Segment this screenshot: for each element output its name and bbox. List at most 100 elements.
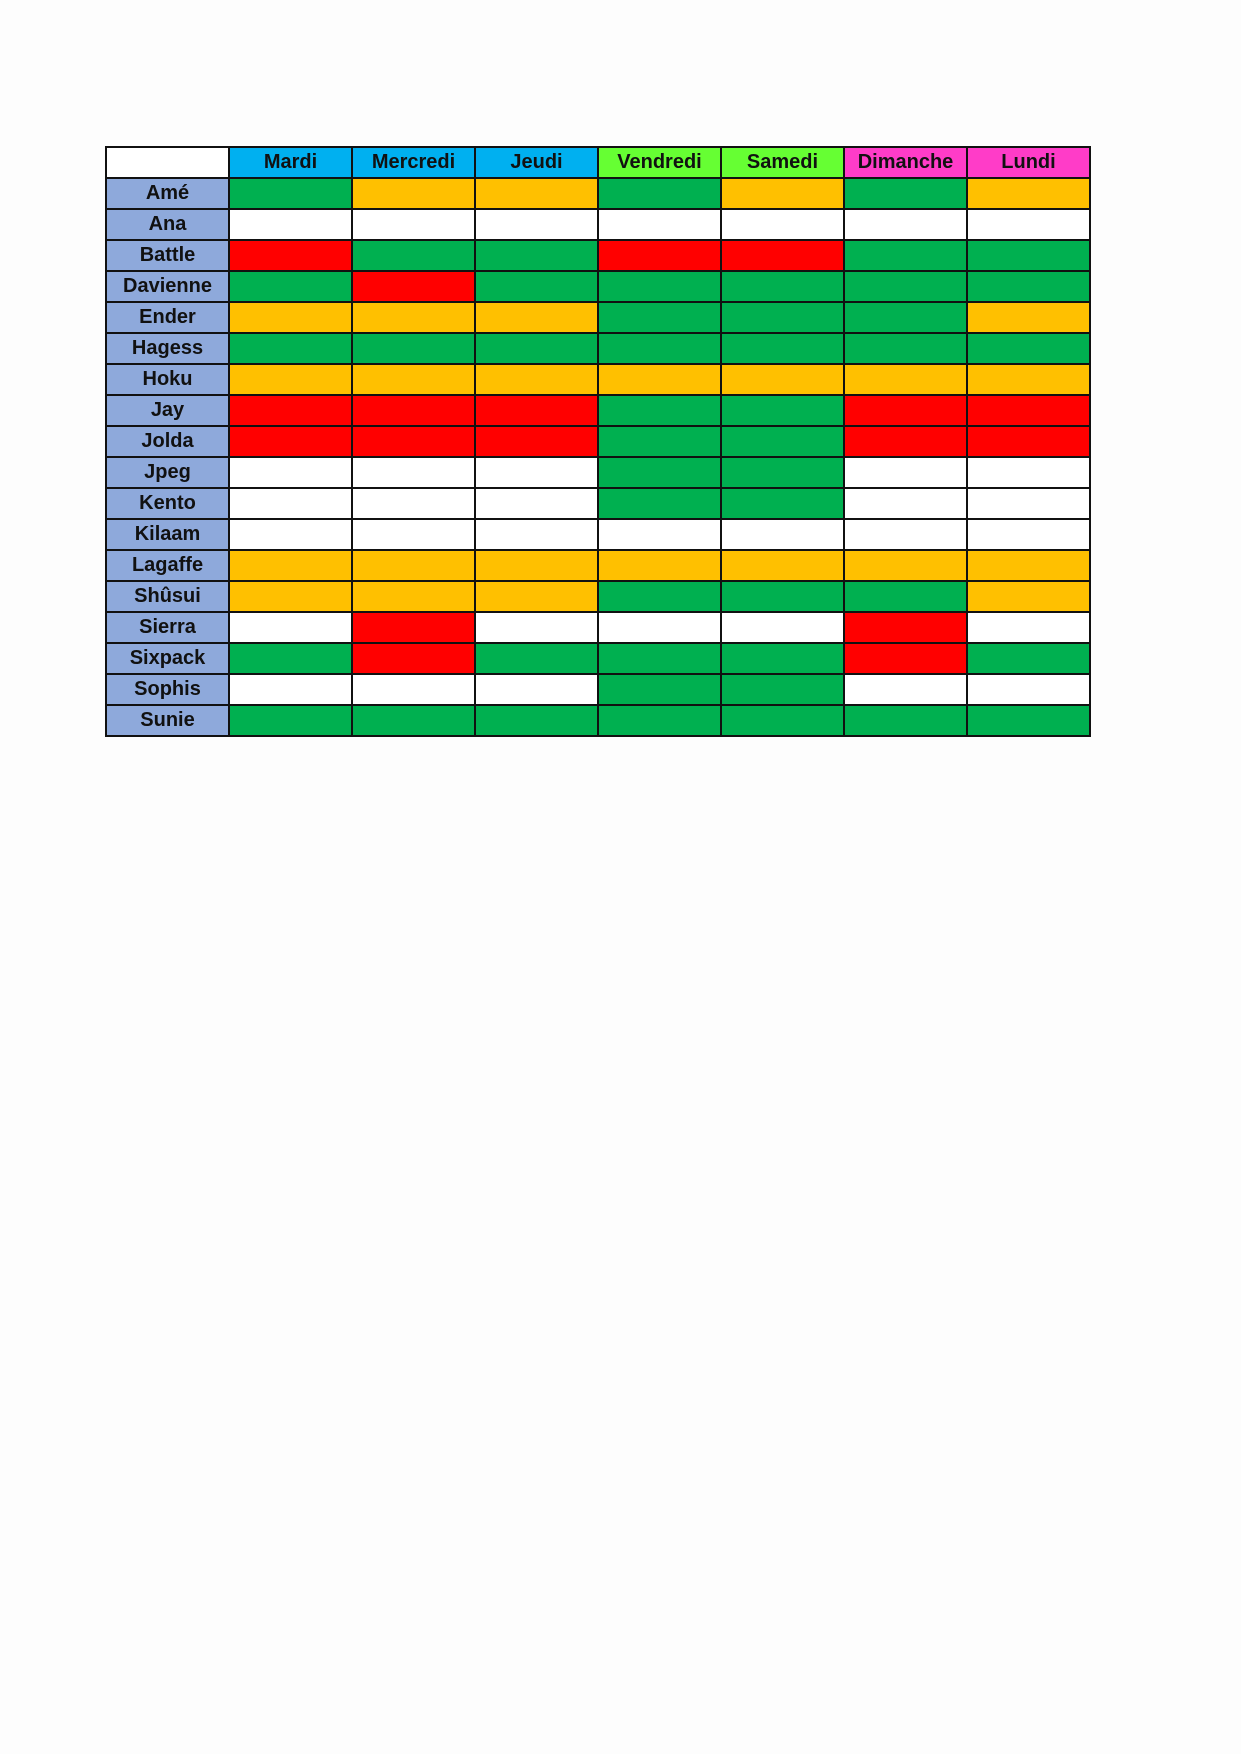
status-cell (474, 580, 599, 613)
day-header: Mardi (228, 146, 353, 179)
status-cell (966, 673, 1091, 706)
table-row: Jay (105, 394, 1091, 427)
person-name: Sophis (105, 673, 230, 706)
status-cell (720, 301, 845, 334)
table-row: Jpeg (105, 456, 1091, 489)
status-cell (597, 177, 722, 210)
status-cell (351, 518, 476, 551)
status-cell (228, 270, 353, 303)
table-row: Lagaffe (105, 549, 1091, 582)
status-cell (228, 704, 353, 737)
status-cell (843, 301, 968, 334)
status-cell (228, 208, 353, 241)
status-cell (843, 239, 968, 272)
person-name: Jay (105, 394, 230, 427)
status-cell (966, 270, 1091, 303)
status-cell (843, 363, 968, 396)
table-row: Hagess (105, 332, 1091, 365)
status-cell (228, 332, 353, 365)
status-cell (720, 673, 845, 706)
status-cell (474, 611, 599, 644)
person-name: Kilaam (105, 518, 230, 551)
status-cell (966, 704, 1091, 737)
status-cell (474, 301, 599, 334)
status-cell (966, 332, 1091, 365)
status-cell (351, 580, 476, 613)
status-cell (597, 332, 722, 365)
status-cell (597, 549, 722, 582)
status-cell (474, 270, 599, 303)
status-cell (474, 704, 599, 737)
status-cell (351, 301, 476, 334)
status-cell (474, 518, 599, 551)
person-name: Amé (105, 177, 230, 210)
table-row: Ender (105, 301, 1091, 334)
table-row: Battle (105, 239, 1091, 272)
table-row: Amé (105, 177, 1091, 210)
status-cell (843, 270, 968, 303)
status-cell (720, 456, 845, 489)
status-cell (597, 518, 722, 551)
status-cell (597, 580, 722, 613)
status-cell (720, 611, 845, 644)
person-name: Ender (105, 301, 230, 334)
status-cell (597, 363, 722, 396)
status-cell (351, 363, 476, 396)
corner-cell (105, 146, 230, 179)
status-cell (228, 177, 353, 210)
status-cell (351, 673, 476, 706)
status-cell (351, 239, 476, 272)
day-header: Mercredi (351, 146, 476, 179)
table-row: Jolda (105, 425, 1091, 458)
status-cell (228, 673, 353, 706)
status-cell (474, 177, 599, 210)
status-cell (597, 270, 722, 303)
status-cell (597, 208, 722, 241)
status-cell (966, 611, 1091, 644)
status-cell (720, 177, 845, 210)
status-cell (966, 363, 1091, 396)
status-cell (843, 177, 968, 210)
status-cell (228, 549, 353, 582)
status-cell (351, 487, 476, 520)
status-cell (597, 239, 722, 272)
status-cell (966, 580, 1091, 613)
status-cell (351, 456, 476, 489)
status-cell (351, 270, 476, 303)
status-cell (351, 208, 476, 241)
status-cell (474, 549, 599, 582)
day-header: Dimanche (843, 146, 968, 179)
status-cell (843, 611, 968, 644)
status-cell (843, 456, 968, 489)
day-header: Samedi (720, 146, 845, 179)
status-cell (351, 425, 476, 458)
status-cell (228, 487, 353, 520)
status-cell (720, 208, 845, 241)
status-cell (228, 301, 353, 334)
day-header: Lundi (966, 146, 1091, 179)
person-name: Sunie (105, 704, 230, 737)
person-name: Hagess (105, 332, 230, 365)
status-cell (843, 394, 968, 427)
status-cell (720, 549, 845, 582)
status-cell (720, 270, 845, 303)
status-cell (720, 332, 845, 365)
status-cell (597, 456, 722, 489)
status-cell (474, 673, 599, 706)
status-cell (720, 704, 845, 737)
status-cell (597, 425, 722, 458)
status-cell (474, 239, 599, 272)
status-cell (966, 549, 1091, 582)
status-cell (843, 704, 968, 737)
person-name: Kento (105, 487, 230, 520)
table-row: Sierra (105, 611, 1091, 644)
status-cell (843, 208, 968, 241)
status-cell (720, 487, 845, 520)
status-cell (720, 363, 845, 396)
table-row: Kilaam (105, 518, 1091, 551)
status-cell (966, 301, 1091, 334)
status-cell (351, 177, 476, 210)
status-cell (474, 456, 599, 489)
status-cell (720, 239, 845, 272)
status-cell (720, 642, 845, 675)
